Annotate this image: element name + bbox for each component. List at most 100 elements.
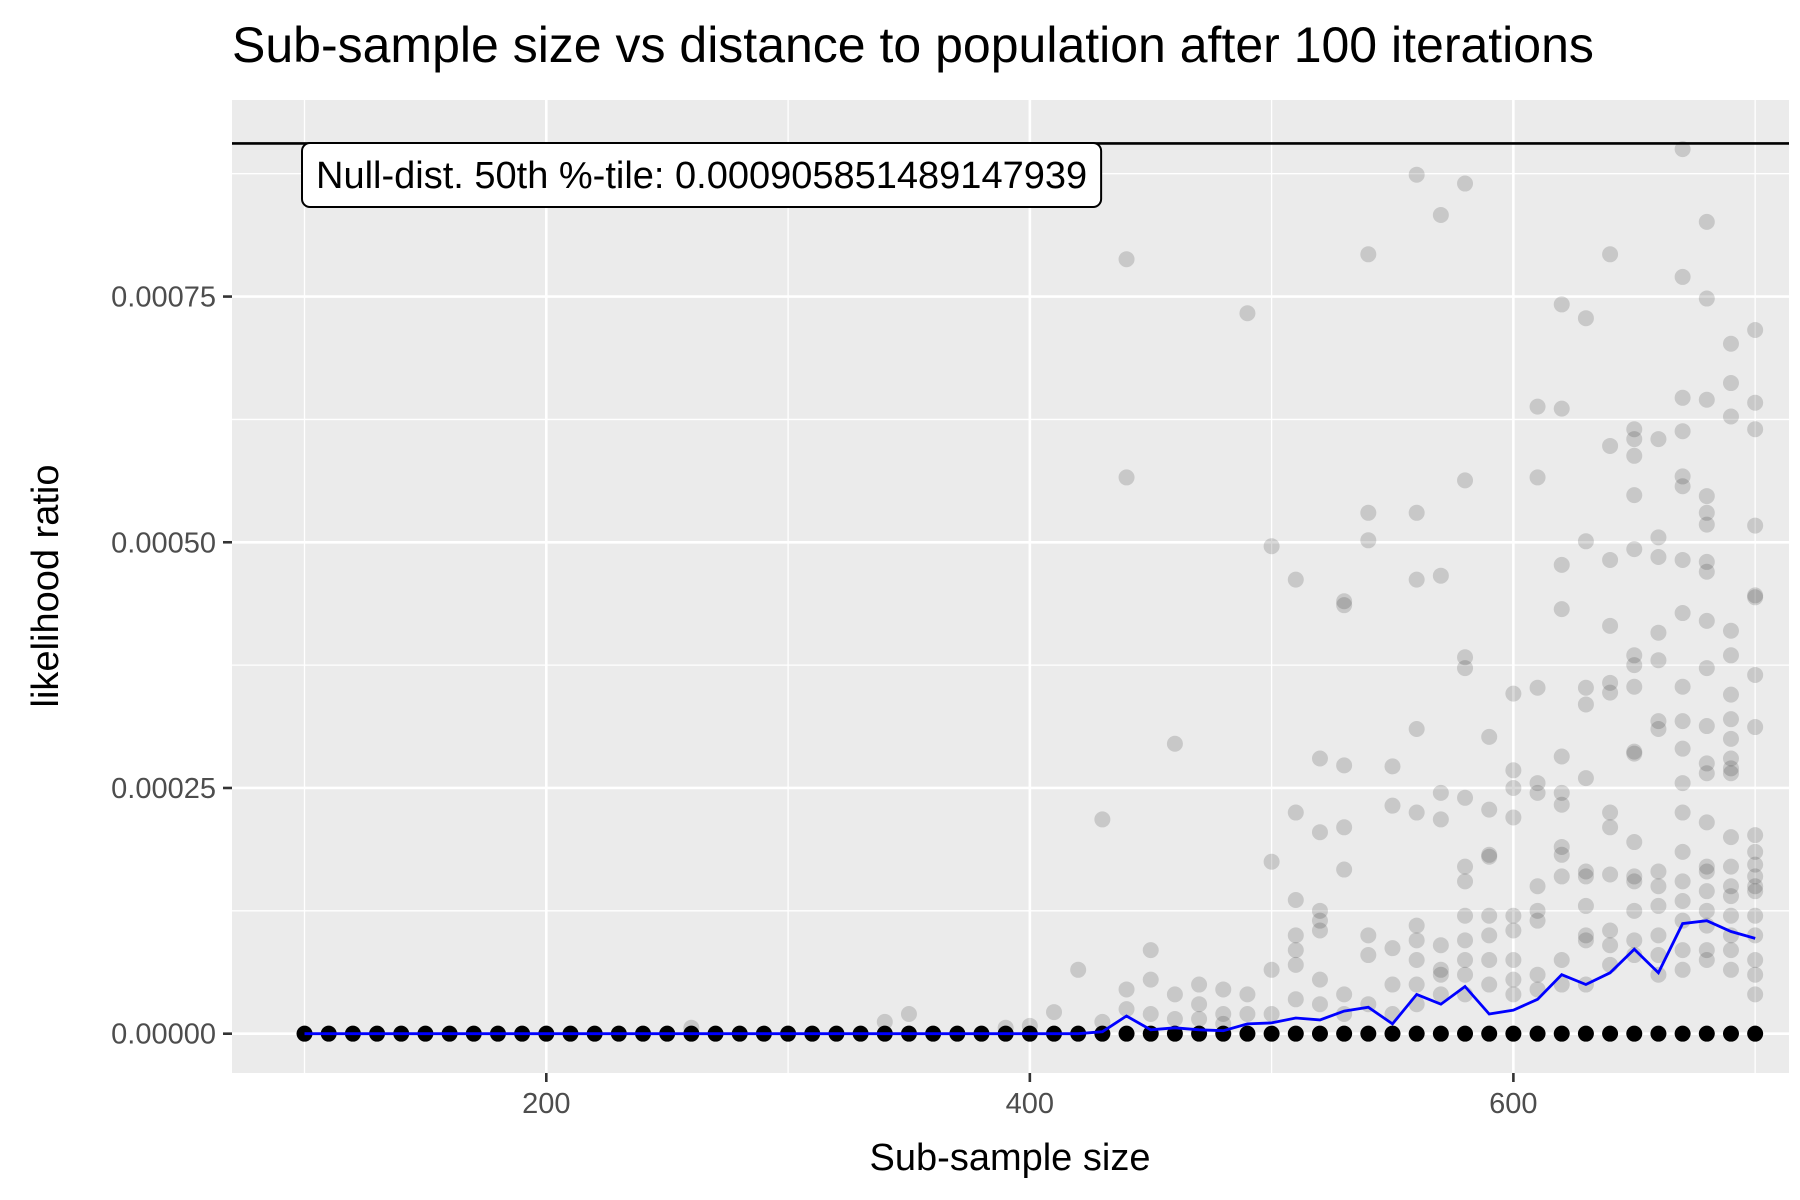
data-point (1650, 713, 1667, 730)
data-point (1287, 956, 1304, 973)
data-point (1602, 956, 1619, 973)
data-point (1747, 394, 1764, 411)
data-point (1747, 517, 1764, 534)
data-point (1287, 571, 1304, 588)
data-point (1722, 730, 1739, 747)
data-point (1360, 532, 1377, 549)
data-point (1650, 947, 1667, 964)
data-point (1432, 966, 1449, 983)
data-point (1747, 856, 1764, 873)
data-point (1239, 1006, 1256, 1023)
data-point (1432, 937, 1449, 954)
data-point (1674, 141, 1691, 158)
data-point (1626, 678, 1643, 695)
data-point (1360, 927, 1377, 944)
data-point (1336, 597, 1353, 614)
y-tick-label: 0.00000 (111, 1019, 216, 1051)
data-point (1529, 398, 1546, 415)
data-point (1118, 251, 1135, 268)
data-point (1602, 684, 1619, 701)
data-point (1336, 819, 1353, 836)
data-point (1529, 775, 1546, 792)
data-point (1505, 907, 1522, 924)
data-point (1674, 268, 1691, 285)
data-point (1577, 868, 1594, 885)
data-point (1384, 797, 1401, 814)
data-point (1698, 290, 1715, 307)
data-point (1142, 942, 1159, 959)
data-point (1505, 986, 1522, 1003)
data-point (1626, 873, 1643, 890)
data-point (1553, 784, 1570, 801)
data-point (1626, 447, 1643, 464)
data-point (1722, 878, 1739, 895)
data-point (1553, 601, 1570, 618)
zero-value-point (1118, 1025, 1135, 1042)
data-point (1432, 784, 1449, 801)
data-point (1336, 861, 1353, 878)
data-point (1094, 1013, 1111, 1030)
zero-value-point (1336, 1025, 1353, 1042)
data-point (1432, 567, 1449, 584)
mean-line (304, 919, 1756, 1036)
data-point (1747, 666, 1764, 683)
plot-panel (232, 100, 1789, 1073)
data-point (1118, 469, 1135, 486)
data-point (1311, 912, 1328, 929)
data-point (1698, 765, 1715, 782)
data-point (1311, 922, 1328, 939)
zero-value-point (1481, 1025, 1498, 1042)
data-point (1674, 804, 1691, 821)
data-point (1747, 966, 1764, 983)
data-point (1191, 976, 1208, 993)
data-point (1650, 878, 1667, 895)
data-point (1118, 1001, 1135, 1018)
data-point (1602, 617, 1619, 634)
zero-value-point (1674, 1025, 1691, 1042)
data-point (1432, 811, 1449, 828)
data-point (1674, 389, 1691, 406)
data-point (1457, 175, 1474, 192)
data-point (1650, 624, 1667, 641)
data-point (1481, 728, 1498, 745)
annotation-box (301, 142, 1103, 208)
data-point (1336, 757, 1353, 774)
data-point (1505, 971, 1522, 988)
data-point (1094, 811, 1111, 828)
data-point (900, 1006, 917, 1023)
zero-value-point (1384, 1025, 1401, 1042)
data-point (1481, 951, 1498, 968)
data-point (1747, 907, 1764, 924)
data-point (1553, 796, 1570, 813)
zero-value-point (1166, 1025, 1183, 1042)
zero-value-point (1577, 1025, 1594, 1042)
data-point (1602, 866, 1619, 883)
data-point (1457, 907, 1474, 924)
data-point (1722, 686, 1739, 703)
minor-gridlines (232, 100, 1789, 1073)
data-point (1650, 431, 1667, 448)
data-point (1166, 1010, 1183, 1027)
data-point (1239, 986, 1256, 1003)
data-point (1577, 932, 1594, 949)
zero-value-point (1263, 1025, 1280, 1042)
data-point (1722, 711, 1739, 728)
data-point (1674, 893, 1691, 910)
data-point (1722, 942, 1739, 959)
data-point (1674, 678, 1691, 695)
data-point (1602, 437, 1619, 454)
zero-value-point (1360, 1025, 1377, 1042)
data-point (1505, 951, 1522, 968)
data-point (1505, 922, 1522, 939)
data-point (1215, 981, 1232, 998)
data-point (1722, 888, 1739, 905)
data-point (1650, 863, 1667, 880)
data-point (1626, 932, 1643, 949)
data-point (1722, 961, 1739, 978)
data-point (1747, 589, 1764, 606)
data-point (1481, 801, 1498, 818)
data-point (1553, 838, 1570, 855)
data-point (1553, 556, 1570, 573)
data-point (1674, 912, 1691, 929)
data-point (1674, 942, 1691, 959)
